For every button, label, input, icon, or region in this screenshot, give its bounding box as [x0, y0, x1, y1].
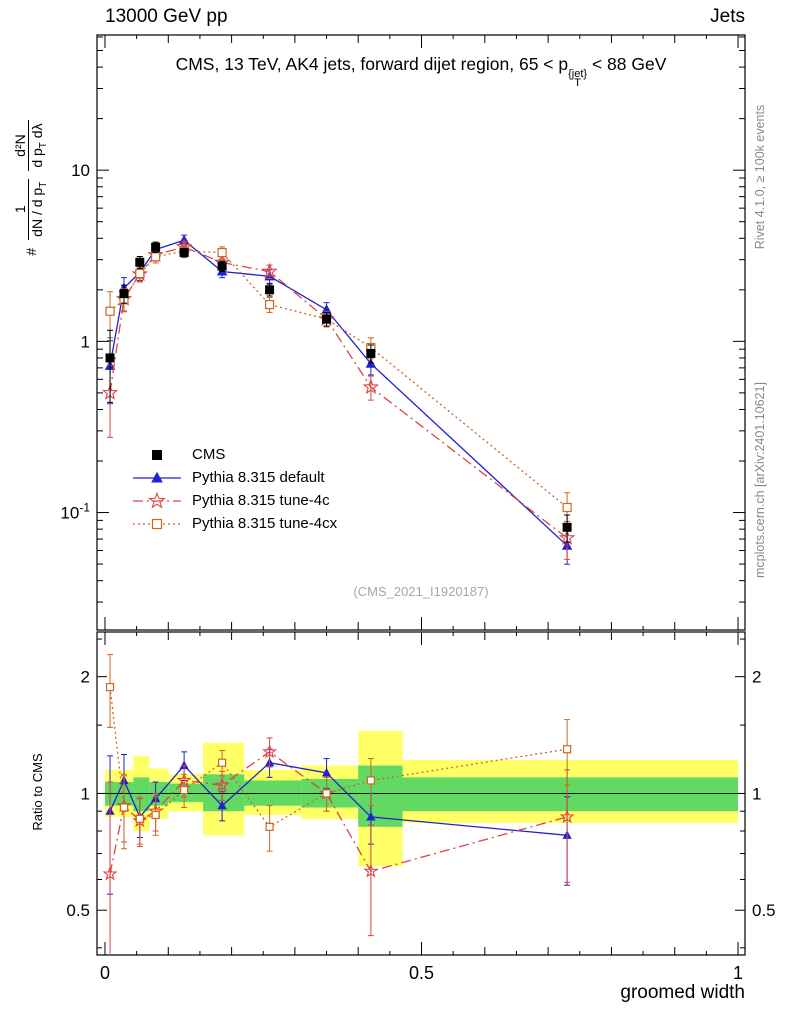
svg-text:2: 2: [81, 668, 90, 687]
legend-label: CMS: [192, 446, 226, 463]
mcplots-attribution-note: mcplots.cern.ch [arXiv:2401.10621]: [753, 382, 767, 578]
pythia-tune-4cx-marker-icon: [133, 518, 181, 529]
analysis-group-label: Jets: [710, 6, 745, 27]
x-axis-label: groomed width: [620, 982, 745, 1003]
series-pythia-8-315-tune-4cx: [105, 654, 572, 852]
beam-energy-label: 13000 GeV pp: [105, 6, 228, 27]
svg-text:0.5: 0.5: [752, 901, 776, 920]
svg-text:1: 1: [733, 963, 743, 983]
legend-label: Pythia 8.315 default: [192, 469, 325, 486]
pythia-default-marker-icon: [133, 471, 181, 482]
main-panel-series: [101, 234, 576, 565]
svg-text:0.5: 0.5: [66, 901, 90, 920]
svg-text:0: 0: [100, 963, 110, 983]
ylabel-frac1-numerator: 1: [12, 178, 30, 240]
axis-ticks: [97, 35, 745, 955]
plot-title-subscript: T: [574, 77, 581, 90]
ylabel-frac2-numerator: d²N: [12, 120, 30, 171]
plot-title-pt-stack: {jet} T: [568, 68, 588, 90]
plot-title: CMS, 13 TeV, AK4 jets, forward dijet reg…: [97, 54, 745, 89]
svg-text:10: 10: [71, 161, 90, 180]
legend-label: Pythia 8.315 tune-4c: [192, 492, 330, 509]
svg-text:0.5: 0.5: [409, 963, 434, 983]
plot-title-suffix: < 88 GeV: [587, 54, 667, 74]
svg-text:1: 1: [752, 784, 761, 803]
rivet-version-note: Rivet 4.1.0, ≥ 100k events: [753, 104, 767, 250]
pythia-tune-4c-marker-icon: [133, 491, 181, 509]
main-y-axis-label: # 1 dN / d pT d²N d pT dλ: [12, 44, 49, 332]
analysis-id-watermark: (CMS_2021_I1920187): [353, 584, 489, 599]
legend-item-pythia-tune-4c: Pythia 8.315 tune-4c: [130, 489, 337, 512]
svg-text:10-1: 10-1: [60, 501, 90, 523]
ylabel-frac2-denominator: d pT dλ: [29, 123, 49, 168]
ratio-y-axis-label: Ratio to CMS: [30, 753, 45, 831]
tick-labels: 10 1 10-1 2 2 1 1 0.5 0.5 0 0.5 1: [60, 161, 775, 983]
plot-title-prefix: CMS, 13 TeV, AK4 jets, forward dijet reg…: [175, 54, 559, 74]
ylabel-frac1-denominator: dN / d pT: [29, 181, 49, 237]
legend-item-pythia-tune-4cx: Pythia 8.315 tune-4cx: [130, 512, 337, 535]
svg-text:2: 2: [752, 668, 761, 687]
series-cms: [105, 241, 572, 543]
plot-title-psymbol: p: [558, 54, 569, 74]
ylabel-hash: #: [22, 247, 39, 256]
plot-title-superscript: {jet}: [568, 68, 588, 80]
cms-marker-icon: [152, 449, 162, 460]
legend-item-pythia-default: Pythia 8.315 default: [130, 466, 337, 489]
ylabel-fraction-1: 1 dN / d pT: [12, 178, 49, 240]
ratio-uncertainty-bands: [104, 730, 739, 867]
ylabel-fraction-2: d²N d pT dλ: [12, 120, 49, 171]
legend-label: Pythia 8.315 tune-4cx: [192, 515, 338, 532]
legend-item-cms: CMS: [130, 443, 337, 466]
legend: CMS Pythia 8.315 default Pythia 8.315 tu…: [130, 443, 337, 535]
svg-text:1: 1: [81, 784, 90, 803]
ratio-panel-series: [102, 654, 575, 954]
svg-text:1: 1: [81, 332, 90, 351]
